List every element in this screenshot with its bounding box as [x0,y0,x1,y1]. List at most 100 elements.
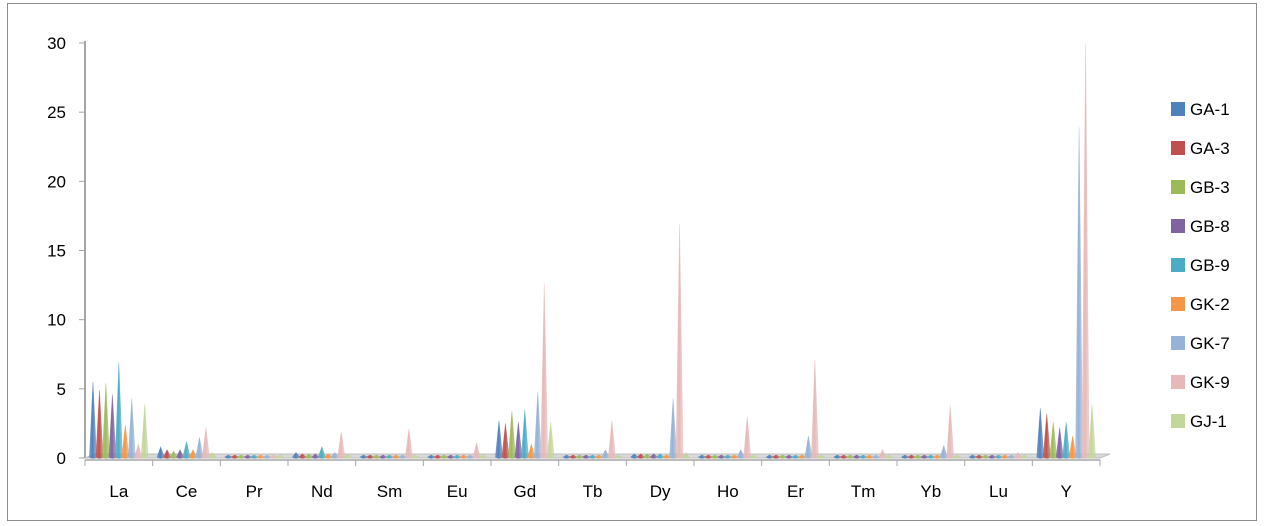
cone-GA-1-Nd [291,451,300,459]
cone-GK-9-Ce [202,427,210,459]
cone-GK-2-Gd [527,443,536,459]
x-tick-label: Sm [377,482,403,501]
cone-GB-3-Y [1049,422,1058,459]
legend-label: GK-9 [1190,373,1230,392]
cone-GB-3-Ce [169,450,178,459]
cone-GK-7-Er [804,435,813,459]
y-tick-label: 20 [47,172,66,191]
y-tick-label: 5 [57,380,66,399]
cone-GJ-1-Sm [411,454,420,459]
cone-GJ-1-Ho [749,454,758,459]
x-tick-label: Tm [851,482,876,501]
x-tick-label: Tb [583,482,603,501]
x-tick-label: Lu [989,482,1008,501]
legend-label: GK-2 [1190,295,1230,314]
cone-GK-9-Dy [675,224,684,459]
x-tick-label: Y [1060,482,1071,501]
legend-swatch [1171,180,1185,194]
x-tick-label: Ho [717,482,739,501]
legend-swatch [1171,102,1185,116]
cone-GJ-1-Ce [208,451,217,459]
cone-GB-8-Gd [514,422,523,459]
x-tick-label: Ce [176,482,198,501]
x-tick-label: La [109,482,128,501]
legend-swatch [1171,414,1185,428]
cone-GB-8-Y [1055,427,1064,459]
cone-GK-9-Lu [1013,451,1022,459]
tick-labels: 0 5 10 15 20 25 30 La Ce Pr Nd Sm Eu Gd Tb Dy Ho Er Tm Yb Lu… [47,34,1072,501]
cone-GA-3-Y [1042,413,1051,459]
legend-swatch [1171,297,1185,311]
cone-GK-7-Ce [195,437,204,459]
cone-GK-9-Er [811,359,819,459]
cone-GB-9-Ce [182,441,191,459]
cone-GK-9-Nd [337,431,346,459]
cone-GB-9-Gd [520,409,529,459]
y-tick-label: 0 [57,449,66,468]
x-tick-label: Eu [447,482,468,501]
legend-label: GB-8 [1190,217,1230,236]
cone-GK-9-Tb [608,420,616,459]
cone-GK-7-Nd [330,451,339,459]
cone-GJ-1-Yb [952,454,961,459]
legend-swatch [1171,258,1185,272]
y-tick-label: 15 [47,242,66,261]
legend-label: GA-3 [1190,139,1230,158]
cone-GJ-1-Er [817,454,826,459]
cone-GA-1-Y [1036,408,1045,459]
cone-GK-7-Yb [939,444,948,459]
cone-GB-8-La [108,394,117,459]
x-tick-label: Gd [513,482,536,501]
cone-GJ-1-Lu [1020,454,1029,459]
cone-GK-7-Dy [669,398,677,459]
cone-GJ-1-Tb [614,454,623,459]
cone-GB-9-Nd [317,446,326,459]
cone-GK-2-La [121,424,130,459]
cone-GJ-1-Dy [682,451,691,459]
cone-GJ-1-La [140,404,149,459]
cone-GB-3-Gd [508,410,516,459]
cone-GK-9-Yb [946,405,955,459]
cone-GB-3-La [102,383,110,459]
x-tick-label: Nd [311,482,333,501]
cone-GJ-1-Y [1088,404,1096,459]
legend-label: GB-9 [1190,256,1230,275]
cone-GK-7-Y [1075,127,1083,459]
cone-GK-9-Gd [540,283,549,459]
x-tick-label: Er [787,482,804,501]
cone-GJ-1-Nd [343,453,352,459]
axes [79,41,1111,466]
cone-GJ-1-Gd [546,422,555,459]
cone-GK-9-Ho [743,416,752,459]
legend-label: GJ-1 [1190,412,1227,431]
cone-GK-7-La [127,398,136,459]
cone-GK-7-Gd [533,391,542,459]
cone-GJ-1-Eu [478,454,488,459]
cone-GA-1-Ce [156,446,165,459]
y-tick-label: 30 [47,34,66,53]
cone-GA-1-Gd [495,420,503,459]
cone-GJ-1-Tm [884,454,894,459]
cone-GJ-1-Pr [275,454,285,459]
legend-swatch [1171,375,1185,389]
legend-swatch [1171,336,1185,350]
legend-swatch [1171,219,1185,233]
cones [89,44,1096,459]
cone-GK-9-La [134,443,143,459]
x-tick-label: Pr [246,482,263,501]
cone-GK-9-Y [1081,44,1090,459]
x-tick-label: Dy [650,482,671,501]
legend-label: GK-7 [1190,334,1230,353]
legend: GA-1 GA-3 GB-3 GB-8 GB-9 GK-2 GK-7 GK-9 GJ-1 [1171,100,1230,431]
legend-label: GA-1 [1190,100,1230,119]
y-tick-label: 25 [47,103,66,122]
cone-GK-9-Eu [472,442,481,459]
legend-label: GB-3 [1190,178,1230,197]
cone-GA-1-La [89,381,97,459]
cone-GK-2-Y [1068,435,1077,459]
x-tick-label: Yb [920,482,941,501]
legend-swatch [1171,141,1185,155]
cone-GB-9-Y [1062,422,1071,459]
cone-GA-3-La [95,390,104,459]
